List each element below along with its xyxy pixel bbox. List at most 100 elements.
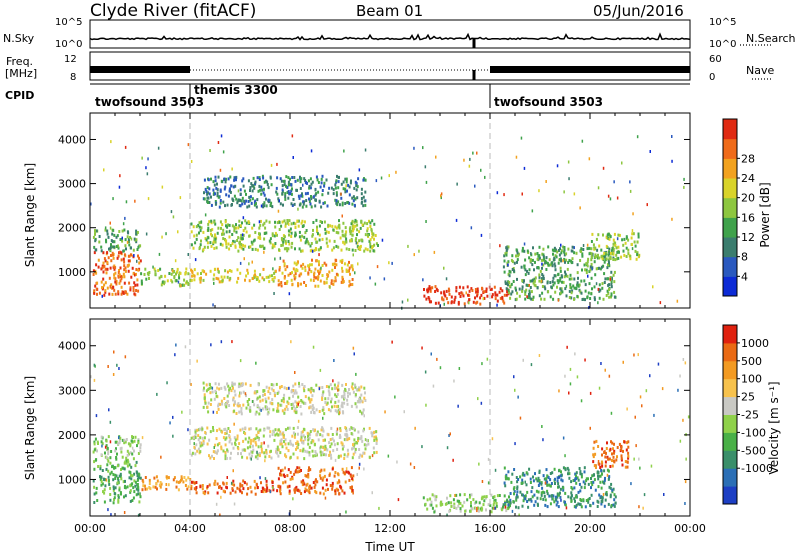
echo-cell (576, 294, 579, 298)
echo-cell (625, 235, 628, 239)
echo-cell (312, 428, 315, 432)
echo-cell (232, 469, 234, 473)
echo-cell (248, 452, 251, 456)
echo-cell (135, 232, 138, 236)
echo-cell (330, 442, 333, 446)
echo-cell (93, 245, 96, 249)
echo-cell (643, 493, 646, 497)
echo-cell (269, 176, 272, 180)
echo-cell (611, 252, 614, 256)
echo-cell (608, 374, 611, 378)
echo-cell (95, 229, 98, 233)
echo-cell (268, 239, 271, 243)
echo-cell (424, 165, 427, 169)
echo-cell (545, 468, 548, 472)
echo-cell (254, 492, 257, 496)
echo-cell (589, 268, 592, 272)
echo-cell (560, 287, 563, 291)
echo-cell (148, 478, 151, 482)
echo-cell (360, 436, 363, 440)
echo-cell (507, 288, 510, 292)
echo-cell (511, 254, 514, 258)
echo-cell (215, 186, 218, 190)
echo-cell (287, 190, 290, 193)
echo-cell (303, 385, 306, 388)
echo-cell (103, 264, 106, 268)
echo-cell (227, 400, 230, 404)
echo-cell (364, 247, 367, 251)
echo-cell (577, 283, 580, 287)
echo-cell (363, 467, 365, 471)
echo-cell (316, 228, 318, 232)
echo-cell (287, 240, 290, 243)
echo-cell (249, 198, 252, 202)
echo-cell (534, 500, 537, 504)
echo-cell (568, 177, 570, 181)
echo-cell (461, 504, 464, 508)
echo-cell (448, 509, 451, 513)
nave-tick-low: 0 (709, 72, 716, 83)
echo-cell (129, 474, 132, 477)
echo-cell (251, 450, 254, 454)
echo-cell (307, 242, 310, 246)
echo-cell (293, 490, 296, 494)
echo-cell (135, 493, 138, 497)
echo-cell (599, 466, 602, 469)
echo-cell (133, 292, 136, 296)
echo-cell (544, 498, 547, 502)
echo-cell (508, 291, 511, 295)
echo-cell (287, 449, 290, 453)
echo-cell (625, 448, 628, 452)
echo-cell (335, 191, 338, 195)
echo-cell (126, 453, 129, 457)
echo-cell (604, 253, 607, 257)
echo-cell (532, 281, 535, 285)
echo-cell (297, 282, 299, 286)
echo-cell (356, 241, 359, 245)
echo-cell (289, 439, 292, 443)
echo-cell (521, 473, 524, 477)
echo-cell (193, 274, 196, 278)
echo-cell (107, 435, 110, 439)
echo-cell (205, 389, 208, 393)
echo-cell (345, 383, 347, 386)
echo-cell (470, 287, 473, 291)
echo-cell (206, 245, 209, 249)
colorbar-swatch (723, 378, 737, 398)
echo-cell (301, 205, 304, 209)
echo-cell (328, 186, 331, 190)
echo-cell (513, 269, 515, 273)
echo-cell (279, 485, 282, 489)
echo-cell (452, 458, 454, 462)
echo-cell (300, 399, 303, 402)
echo-cell (228, 388, 231, 392)
echo-cell (581, 139, 584, 143)
echo-cell (396, 460, 398, 464)
echo-cell (217, 402, 220, 406)
echo-cell (346, 201, 349, 205)
echo-cell (222, 449, 225, 453)
echo-cell (367, 442, 370, 446)
echo-cell (283, 183, 286, 187)
echo-cell (214, 234, 217, 238)
echo-cell (344, 387, 347, 391)
echo-cell (280, 469, 282, 473)
echo-cell (314, 483, 317, 487)
echo-cell (111, 253, 114, 257)
echo-cell (536, 479, 539, 483)
echo-cell (536, 286, 539, 290)
echo-cell (203, 270, 206, 274)
echo-cell (601, 282, 604, 286)
echo-cell (589, 265, 592, 269)
echo-cell (277, 477, 280, 481)
echo-cell (341, 405, 344, 409)
echo-cell (109, 486, 112, 490)
echo-cell (187, 428, 189, 432)
echo-cell (565, 284, 568, 288)
echo-cell (505, 293, 508, 297)
echo-cell (194, 432, 197, 436)
echo-cell (118, 439, 121, 443)
echo-cell (195, 233, 198, 237)
echo-cell (371, 491, 373, 495)
echo-cell (265, 483, 268, 487)
